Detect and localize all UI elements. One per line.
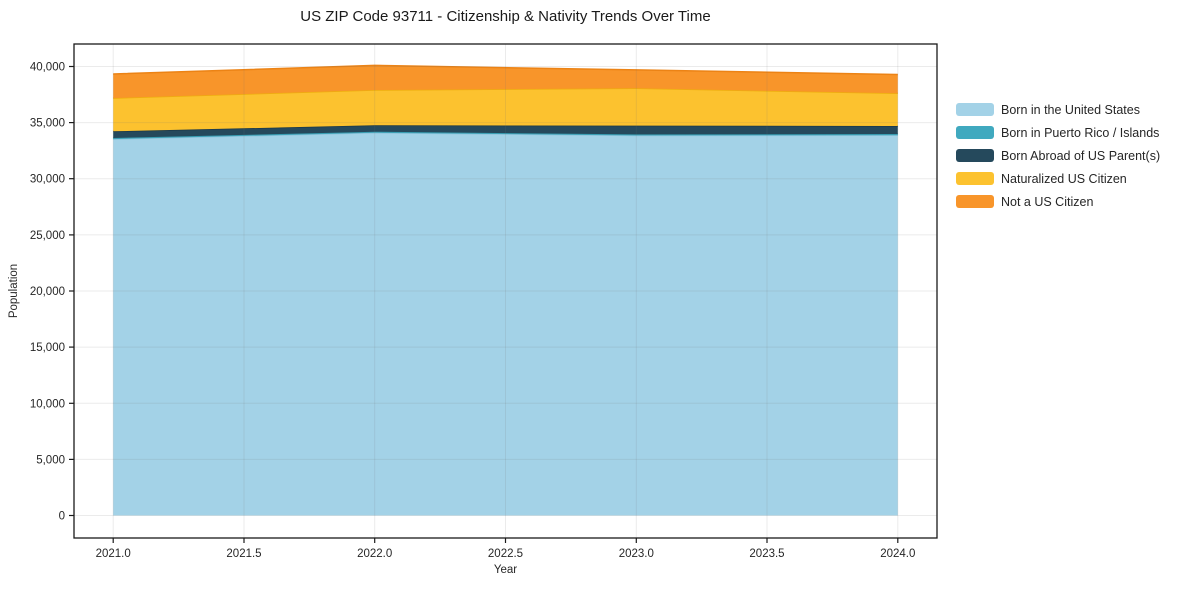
legend-item: Born in the United States (956, 102, 1160, 117)
legend-label: Born in the United States (1001, 102, 1140, 117)
legend-item: Naturalized US Citizen (956, 171, 1160, 186)
legend-swatch-3 (956, 172, 994, 185)
y-axis-label: Population (8, 263, 20, 319)
ytick-label: 10,000 (30, 398, 65, 410)
legend-label: Naturalized US Citizen (1001, 171, 1127, 186)
area-series-4 (113, 65, 898, 99)
xtick-label: 2023.5 (749, 548, 784, 560)
legend-item: Not a US Citizen (956, 194, 1160, 209)
legend-swatch-0 (956, 103, 994, 116)
ytick-label: 25,000 (30, 230, 65, 242)
area-series-3 (113, 88, 898, 132)
xtick-label: 2023.0 (619, 548, 654, 560)
xtick-label: 2021.5 (226, 548, 261, 560)
legend-swatch-4 (956, 195, 994, 208)
legend-label: Born in Puerto Rico / Islands (1001, 125, 1160, 140)
xtick-label: 2022.5 (488, 548, 523, 560)
ytick-label: 5,000 (36, 454, 65, 466)
area-edge-4 (113, 64, 898, 76)
ytick-label: 40,000 (30, 62, 65, 74)
tick-label-layer: 0 5,000 10,000 15,000 20,000 25,000 30,000 35,0… (30, 62, 916, 561)
x-axis-label: Year (493, 564, 518, 576)
grid-layer (74, 44, 937, 538)
ytick-label: 0 (59, 511, 65, 523)
legend-label: Born Abroad of US Parent(s) (1001, 148, 1161, 163)
xtick-label: 2024.0 (880, 548, 915, 560)
xtick-label: 2021.0 (96, 548, 131, 560)
ytick-label: 15,000 (30, 342, 65, 354)
tick-layer (69, 65, 899, 543)
legend-label: Not a US Citizen (1001, 194, 1094, 209)
legend-item: Born Abroad of US Parent(s) (956, 148, 1161, 163)
legend-swatch-2 (956, 149, 994, 162)
area-layer (113, 64, 898, 516)
legend-swatch-1 (956, 126, 994, 139)
ytick-label: 35,000 (30, 118, 65, 130)
ytick-label: 30,000 (30, 174, 65, 186)
legend: Born in the United States Born in Puerto … (956, 103, 1160, 218)
legend-item: Born in Puerto Rico / Islands (956, 125, 1160, 140)
xtick-label: 2022.0 (357, 548, 392, 560)
area-series-2 (113, 125, 898, 138)
ytick-label: 20,000 (30, 286, 65, 298)
area-series-0 (113, 132, 898, 516)
chart-title: US ZIP Code 93711 - Citizenship & Nativi… (300, 8, 711, 25)
